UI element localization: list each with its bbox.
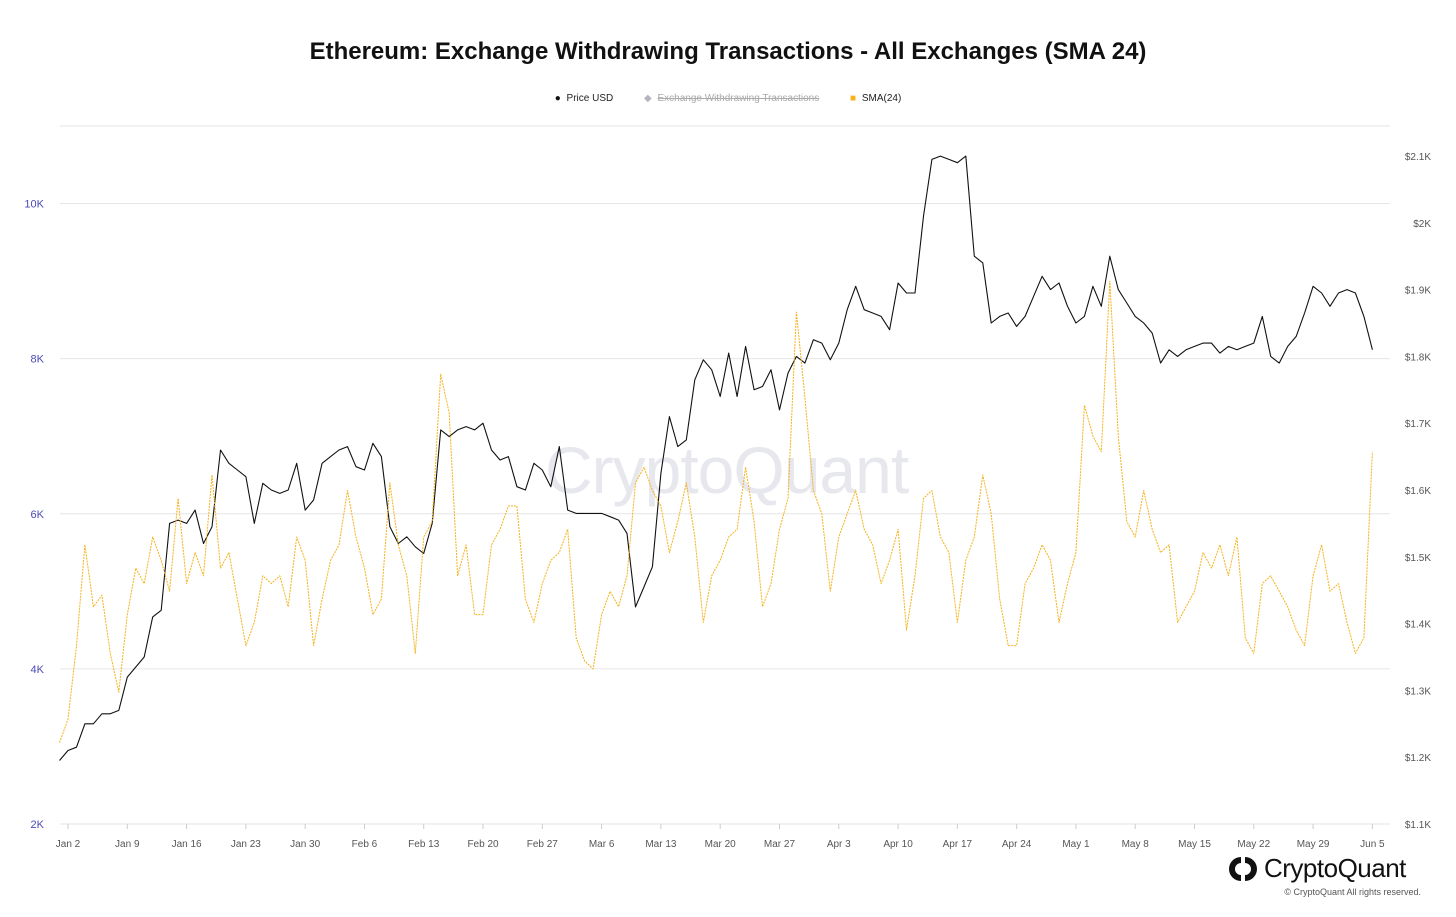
left-axis-tick-label: 6K bbox=[31, 509, 45, 521]
x-axis-tick-label: Apr 17 bbox=[943, 839, 973, 850]
x-axis-tick-label: Jan 9 bbox=[115, 839, 140, 850]
right-axis-tick-label: $1.9K bbox=[1405, 286, 1431, 297]
x-axis-tick-label: May 8 bbox=[1122, 839, 1150, 850]
right-axis-tick-label: $1.4K bbox=[1405, 620, 1431, 631]
legend-item-withdrawing[interactable]: ◆ Exchange Withdrawing Transactions bbox=[644, 93, 819, 104]
x-axis-tick-label: Jan 30 bbox=[290, 839, 320, 850]
legend-marker-price: ● bbox=[554, 93, 561, 104]
sma-line bbox=[59, 280, 1373, 743]
x-axis-tick-label: Jan 23 bbox=[231, 839, 261, 850]
left-axis-tick-label: 8K bbox=[31, 354, 45, 366]
x-axis-tick-label: Mar 13 bbox=[645, 839, 677, 850]
x-axis-tick-label: Feb 20 bbox=[467, 839, 499, 850]
x-axis-tick-label: Mar 20 bbox=[705, 839, 737, 850]
right-axis-tick-label: $1.1K bbox=[1405, 820, 1431, 831]
right-axis-tick-label: $1.5K bbox=[1405, 553, 1431, 564]
x-axis-tick-label: May 1 bbox=[1062, 839, 1090, 850]
x-axis-tick-label: Apr 3 bbox=[827, 839, 851, 850]
chart-title: Ethereum: Exchange Withdrawing Transacti… bbox=[309, 38, 1147, 65]
x-axis-tick-label: Jun 5 bbox=[1360, 839, 1385, 850]
x-axis-tick-label: Mar 27 bbox=[764, 839, 796, 850]
left-axis-tick-label: 2K bbox=[31, 819, 45, 831]
x-axis-tick-label: Apr 24 bbox=[1002, 839, 1032, 850]
legend-marker-sma: ■ bbox=[850, 93, 857, 104]
x-axis-tick-label: Apr 10 bbox=[883, 839, 913, 850]
x-axis-tick-label: Mar 6 bbox=[589, 839, 615, 850]
right-axis-tick-label: $1.7K bbox=[1405, 419, 1431, 430]
brand-name: CryptoQuant bbox=[1264, 853, 1406, 883]
left-axis-tick-label: 10K bbox=[24, 199, 44, 211]
left-axis-tick-label: 4K bbox=[31, 664, 45, 676]
right-axis-tick-label: $1.8K bbox=[1405, 352, 1431, 363]
legend-label-withdrawing: Exchange Withdrawing Transactions bbox=[657, 93, 820, 104]
x-axis-tick-label: May 29 bbox=[1297, 839, 1330, 850]
legend-label-price: Price USD bbox=[566, 93, 614, 104]
brand-logo: CryptoQuant bbox=[1228, 853, 1406, 884]
x-axis-tick-label: Jan 2 bbox=[56, 839, 81, 850]
x-axis-tick-label: May 22 bbox=[1237, 839, 1270, 850]
right-axis-tick-label: $1.6K bbox=[1405, 486, 1431, 497]
x-axis-tick-label: Feb 6 bbox=[352, 839, 378, 850]
legend-marker-withdrawing: ◆ bbox=[644, 93, 652, 104]
watermark: CryptoQuant bbox=[545, 433, 909, 507]
x-axis-tick-label: Feb 13 bbox=[408, 839, 440, 850]
legend: ● Price USD ◆ Exchange Withdrawing Trans… bbox=[0, 93, 1456, 104]
right-axis-tick-label: $1.2K bbox=[1405, 753, 1431, 764]
legend-item-sma[interactable]: ■ SMA(24) bbox=[850, 93, 901, 104]
x-axis-tick-label: Jan 16 bbox=[172, 839, 202, 850]
right-axis-tick-label: $2K bbox=[1413, 219, 1431, 230]
legend-label-sma: SMA(24) bbox=[861, 93, 902, 104]
x-axis-tick-label: May 15 bbox=[1178, 839, 1211, 850]
right-axis-tick-label: $1.3K bbox=[1405, 686, 1431, 697]
cryptoquant-logo-icon bbox=[1229, 856, 1257, 881]
legend-item-price[interactable]: ● Price USD bbox=[555, 93, 614, 104]
copyright-text: © CryptoQuant All rights reserved. bbox=[1284, 887, 1421, 897]
x-axis-tick-label: Feb 27 bbox=[527, 839, 559, 850]
price-line bbox=[59, 155, 1373, 761]
right-axis-tick-label: $2.1K bbox=[1405, 152, 1431, 163]
